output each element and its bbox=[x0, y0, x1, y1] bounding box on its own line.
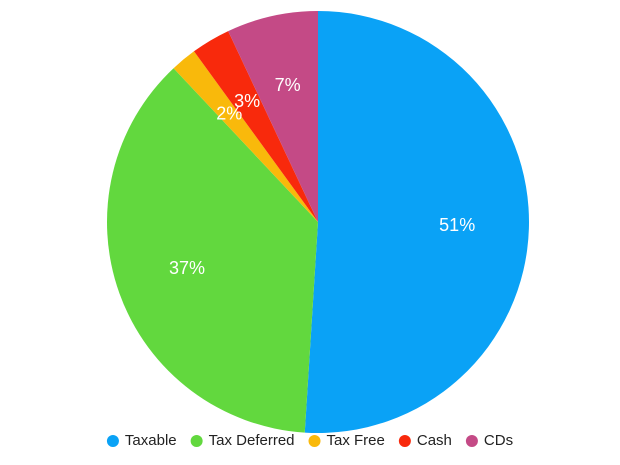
value-label: 2% bbox=[216, 103, 242, 123]
legend-label: Taxable bbox=[125, 432, 177, 449]
pie-slice bbox=[193, 31, 318, 222]
value-label: 51% bbox=[439, 215, 475, 235]
legend: Taxable Tax Deferred Tax Free Cash CDs bbox=[106, 432, 513, 449]
pie-slice bbox=[304, 11, 530, 434]
pie-slice bbox=[173, 51, 318, 223]
value-label: 37% bbox=[169, 258, 205, 278]
legend-marker bbox=[398, 435, 411, 447]
legend-marker bbox=[190, 435, 203, 447]
legend-marker bbox=[308, 435, 321, 447]
legend-label: Cash bbox=[417, 432, 452, 449]
legend-label: Tax Deferred bbox=[209, 432, 295, 449]
value-label: 7% bbox=[275, 75, 301, 95]
value-label: 3% bbox=[234, 91, 260, 111]
legend-label: Tax Free bbox=[327, 432, 385, 449]
pie-slice bbox=[228, 11, 318, 222]
legend-marker bbox=[465, 435, 478, 447]
legend-marker bbox=[106, 435, 119, 447]
legend-label: CDs bbox=[484, 432, 513, 449]
pie-slice bbox=[107, 68, 318, 433]
